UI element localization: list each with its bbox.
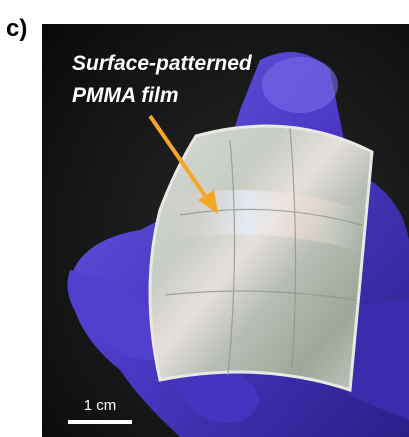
panel-label: c) (6, 15, 27, 42)
page: {"panel_label": "c)", "annotation": {"li… (0, 0, 409, 437)
annotation-line: PMMA film (72, 84, 179, 107)
figure: 1 cm Surface-patterned PMMA film c) (0, 0, 409, 437)
annotation-line: Surface-patterned (72, 52, 253, 75)
scale-bar-label: 1 cm (84, 397, 117, 414)
